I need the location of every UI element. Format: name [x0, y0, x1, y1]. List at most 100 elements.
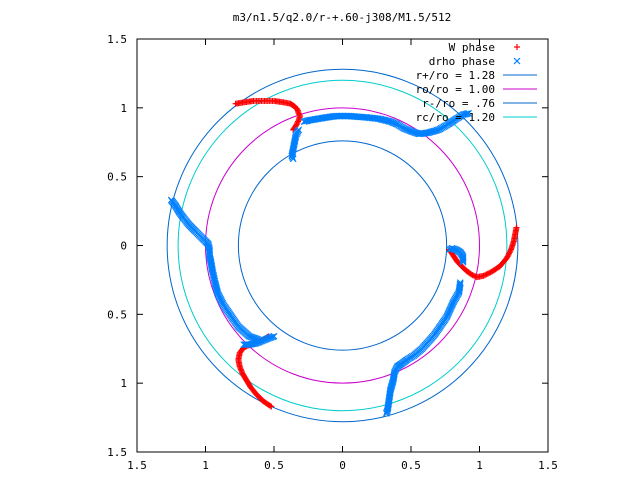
point-stroke	[411, 129, 419, 137]
point-stroke	[204, 240, 212, 248]
point-stroke	[513, 57, 521, 65]
data-point	[267, 402, 274, 409]
point-stroke	[385, 117, 393, 125]
legend-marker	[513, 57, 521, 65]
point-stroke	[250, 334, 257, 342]
data-point	[294, 118, 301, 125]
point-stroke	[206, 254, 214, 262]
data-point	[268, 403, 275, 410]
point-stroke	[214, 288, 221, 296]
y-tick-label: 1	[120, 377, 127, 390]
legend-label: drho phase	[429, 55, 495, 68]
point-stroke	[465, 109, 472, 117]
point-stroke	[459, 257, 467, 265]
point-stroke	[408, 128, 416, 136]
x-tick-label: 1	[476, 459, 483, 472]
point-stroke	[243, 341, 251, 349]
point-stroke	[410, 128, 418, 136]
point-stroke	[422, 129, 430, 137]
y-tick-label: 1.5	[107, 33, 127, 46]
point-stroke	[212, 283, 220, 291]
data-point	[513, 224, 520, 231]
point-stroke	[382, 117, 390, 124]
x-tick-label: 1	[202, 459, 209, 472]
point-stroke	[381, 116, 389, 124]
data-point	[294, 119, 301, 126]
data-point	[295, 110, 302, 117]
y-tick-label: 0.5	[107, 308, 127, 321]
reference-circle	[166, 68, 519, 423]
point-stroke	[241, 341, 249, 349]
point-stroke	[212, 280, 219, 288]
point-stroke	[459, 258, 467, 266]
drho-phase-series	[167, 109, 472, 417]
y-tick-label: 1.5	[107, 446, 127, 459]
point-stroke	[448, 244, 456, 252]
point-stroke	[455, 286, 463, 293]
chart-title: m3/n1.5/q2.0/r-+.60-j308/M1.5/512	[233, 11, 452, 24]
data-point	[506, 249, 513, 256]
legend-label: r+/ro = 1.28	[416, 69, 495, 82]
y-tick-label: 1	[120, 102, 127, 115]
point-stroke	[245, 332, 253, 340]
point-stroke	[377, 115, 385, 123]
data-points	[167, 97, 520, 417]
point-stroke	[459, 255, 467, 263]
data-point	[483, 271, 490, 278]
point-stroke	[384, 117, 392, 125]
legend-marker	[514, 44, 520, 50]
data-point	[465, 109, 472, 117]
data-point	[240, 341, 248, 349]
data-point	[505, 252, 512, 259]
legend-label: W phase	[449, 41, 495, 54]
x-tick-label: 0.5	[401, 459, 421, 472]
point-stroke	[213, 284, 220, 292]
data-point	[484, 270, 491, 277]
point-stroke	[248, 333, 256, 341]
point-stroke	[251, 334, 259, 342]
data-point	[503, 254, 510, 261]
data-point	[504, 253, 511, 260]
x-tick-label: 1.5	[127, 459, 147, 472]
data-point	[480, 272, 487, 279]
data-point	[382, 410, 390, 417]
point-stroke	[407, 127, 415, 135]
data-point	[455, 286, 463, 293]
point-stroke	[289, 155, 297, 163]
point-stroke	[213, 286, 221, 293]
point-stroke	[384, 403, 392, 410]
data-point	[243, 341, 251, 349]
point-stroke	[213, 287, 221, 295]
y-tick-label: 0.5	[107, 171, 127, 184]
legend-label: ro/ro = 1.00	[416, 83, 495, 96]
data-point	[459, 258, 467, 266]
data-point	[463, 110, 471, 118]
point-stroke	[288, 151, 296, 159]
data-point	[383, 408, 391, 416]
point-stroke	[378, 116, 386, 123]
w-phase-series	[232, 97, 520, 410]
point-stroke	[382, 410, 390, 417]
data-point	[289, 155, 297, 163]
point-stroke	[211, 279, 219, 287]
legend-label: rc/ro = 1.20	[416, 111, 495, 124]
point-stroke	[205, 242, 213, 249]
point-stroke	[206, 253, 214, 260]
reference-circle	[237, 140, 448, 351]
point-stroke	[212, 281, 220, 289]
data-point	[468, 271, 475, 278]
data-point	[471, 272, 478, 279]
point-stroke	[450, 245, 457, 253]
data-point	[481, 272, 488, 279]
point-stroke	[247, 333, 255, 341]
point-stroke	[383, 408, 391, 416]
point-stroke	[240, 341, 248, 349]
y-tick-label: 0	[120, 240, 127, 253]
axis-ticks: 1.5 1 0.5 0 0.5 1 1.51.510.500.511.5	[107, 33, 558, 472]
point-stroke	[376, 115, 383, 123]
x-tick-label: 0	[339, 459, 346, 472]
data-point	[469, 272, 476, 279]
